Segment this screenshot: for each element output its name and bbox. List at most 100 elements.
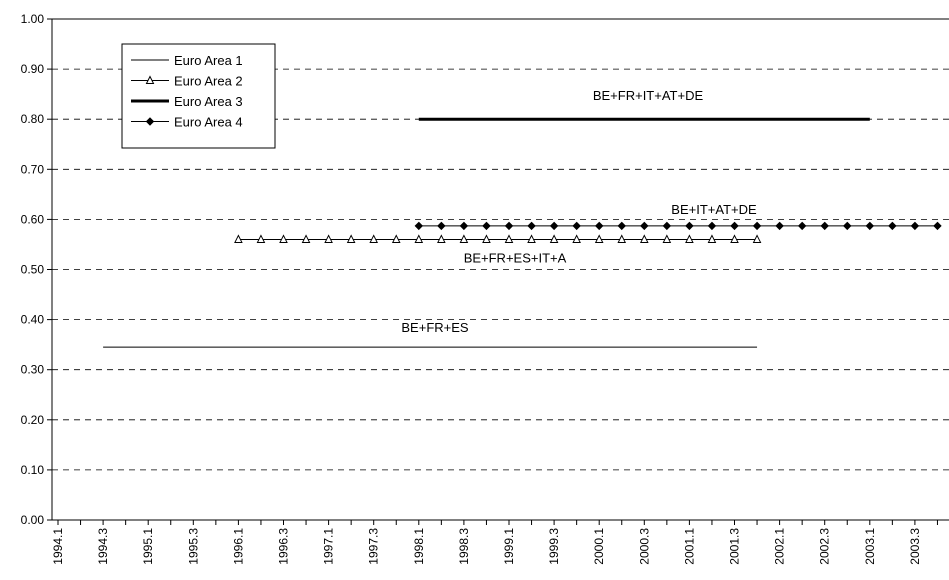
- triangle-marker: [279, 234, 288, 243]
- y-tick-label: 1.00: [21, 12, 45, 26]
- diamond-marker: [685, 221, 694, 231]
- diamond-marker: [482, 221, 491, 231]
- series-annotation: BE+FR+ES+IT+A: [464, 250, 567, 265]
- legend-item: Euro Area 1: [131, 53, 243, 68]
- legend-label: Euro Area 2: [174, 74, 243, 89]
- diamond-marker: [145, 117, 155, 126]
- series-annotation: BE+IT+AT+DE: [671, 202, 757, 217]
- legend-label: Euro Area 3: [174, 94, 243, 109]
- x-tick-label: 1998.1: [412, 528, 426, 565]
- x-tick-label: 1999.3: [547, 528, 561, 565]
- x-tick-label: 2002.3: [818, 528, 832, 565]
- x-tick-label: 1996.1: [231, 528, 245, 565]
- annotations: BE+FR+ES BE+FR+ES+IT+A BE+FR+IT+AT+DE BE+IT…: [401, 88, 757, 335]
- x-tick-label: 2000.1: [592, 528, 606, 565]
- triangle-marker: [504, 234, 514, 243]
- legend-item: Euro Area 3: [131, 94, 243, 109]
- diamond-marker: [662, 221, 672, 231]
- legend-box: [121, 43, 276, 149]
- y-tick-label: 0.60: [21, 212, 45, 226]
- triangle-marker: [730, 234, 739, 243]
- x-tick-label: 1997.3: [367, 528, 381, 565]
- series-2: [234, 234, 762, 243]
- diamond-marker: [504, 221, 514, 231]
- diamond-marker: [752, 221, 762, 231]
- diamond-marker: [888, 221, 897, 231]
- triangle-marker: [685, 234, 694, 243]
- series-group: [103, 117, 942, 348]
- diamond-marker: [797, 221, 807, 231]
- triangle-marker: [752, 234, 762, 243]
- series-annotation: BE+FR+IT+AT+DE: [593, 88, 704, 103]
- diamond-marker: [775, 221, 784, 231]
- triangle-marker: [437, 234, 446, 243]
- x-tick-label: 1994.1: [51, 528, 65, 565]
- y-tick-label: 0.80: [21, 112, 45, 126]
- diamond-marker: [459, 221, 469, 231]
- triangle-marker: [234, 234, 243, 243]
- x-tick-label: 2002.1: [773, 528, 787, 565]
- y-tick-label: 0.40: [21, 313, 45, 327]
- diamond-marker: [527, 221, 536, 231]
- diamond-marker: [707, 221, 717, 231]
- y-tick-label: 0.00: [21, 513, 45, 527]
- y-tick-label: 0.90: [21, 62, 45, 76]
- x-tick-label: 1996.3: [277, 528, 291, 565]
- x-tick-label: 1997.1: [322, 528, 336, 565]
- y-tick-label: 0.10: [21, 463, 45, 477]
- x-tick-label: 1994.3: [96, 528, 110, 565]
- y-tick-label: 0.70: [21, 162, 45, 176]
- axes: [47, 18, 949, 525]
- x-tick-label: 1998.3: [457, 528, 471, 565]
- y-axis-tick-labels: 0.00 0.10 0.20 0.30 0.40 0.50 0.60 0.70 0.80 0.90…: [21, 12, 45, 527]
- diamond-marker: [414, 221, 424, 231]
- x-tick-label: 1995.3: [186, 528, 200, 565]
- legend: Euro Area 1 Euro Area 2 Euro Area 3 Euro Ar…: [121, 43, 276, 149]
- triangle-marker: [527, 234, 536, 243]
- diamond-marker: [843, 221, 852, 231]
- diamond-marker: [437, 221, 446, 231]
- diamond-marker: [617, 221, 626, 231]
- legend-label: Euro Area 1: [174, 53, 243, 68]
- diamond-marker: [549, 221, 559, 231]
- x-tick-label: 2000.3: [637, 528, 651, 565]
- triangle-marker: [369, 234, 379, 243]
- diamond-marker: [594, 221, 604, 231]
- diamond-marker: [820, 221, 829, 231]
- triangle-marker: [662, 234, 672, 243]
- diamond-marker: [640, 221, 649, 231]
- triangle-marker: [459, 234, 469, 243]
- series-annotation: BE+FR+ES: [401, 320, 469, 335]
- triangle-marker: [256, 234, 266, 243]
- triangle-marker: [324, 234, 333, 243]
- x-axis-tick-labels: 1994.1 1994.3 1995.1 1995.3 1996.1 1996.3 1997…: [51, 528, 922, 565]
- x-tick-label: 2001.3: [728, 528, 742, 565]
- triangle-marker: [482, 234, 491, 243]
- x-tick-label: 1995.1: [141, 528, 155, 565]
- y-tick-label: 0.50: [21, 263, 45, 277]
- triangle-marker: [145, 75, 155, 84]
- triangle-marker: [346, 234, 356, 243]
- diamond-marker: [865, 221, 875, 231]
- triangle-marker: [707, 234, 717, 243]
- y-tick-label: 0.30: [21, 363, 45, 377]
- triangle-marker: [572, 234, 581, 243]
- x-tick-label: 1999.1: [502, 528, 516, 565]
- triangle-marker: [391, 234, 401, 243]
- legend-item: Euro Area 2: [131, 74, 243, 89]
- x-tick-label: 2001.1: [682, 528, 696, 565]
- triangle-marker: [639, 234, 649, 243]
- diamond-marker: [933, 221, 942, 231]
- series-4: [414, 221, 942, 231]
- triangle-marker: [301, 234, 311, 243]
- triangle-marker: [549, 234, 559, 243]
- triangle-marker: [414, 234, 424, 243]
- legend-label: Euro Area 4: [174, 115, 243, 130]
- x-tick-label: 2003.1: [863, 528, 877, 565]
- diamond-marker: [572, 221, 581, 231]
- diamond-marker: [910, 221, 920, 231]
- legend-item: Euro Area 4: [131, 115, 243, 130]
- triangle-marker: [617, 234, 627, 243]
- x-tick-label: 2003.3: [908, 528, 922, 565]
